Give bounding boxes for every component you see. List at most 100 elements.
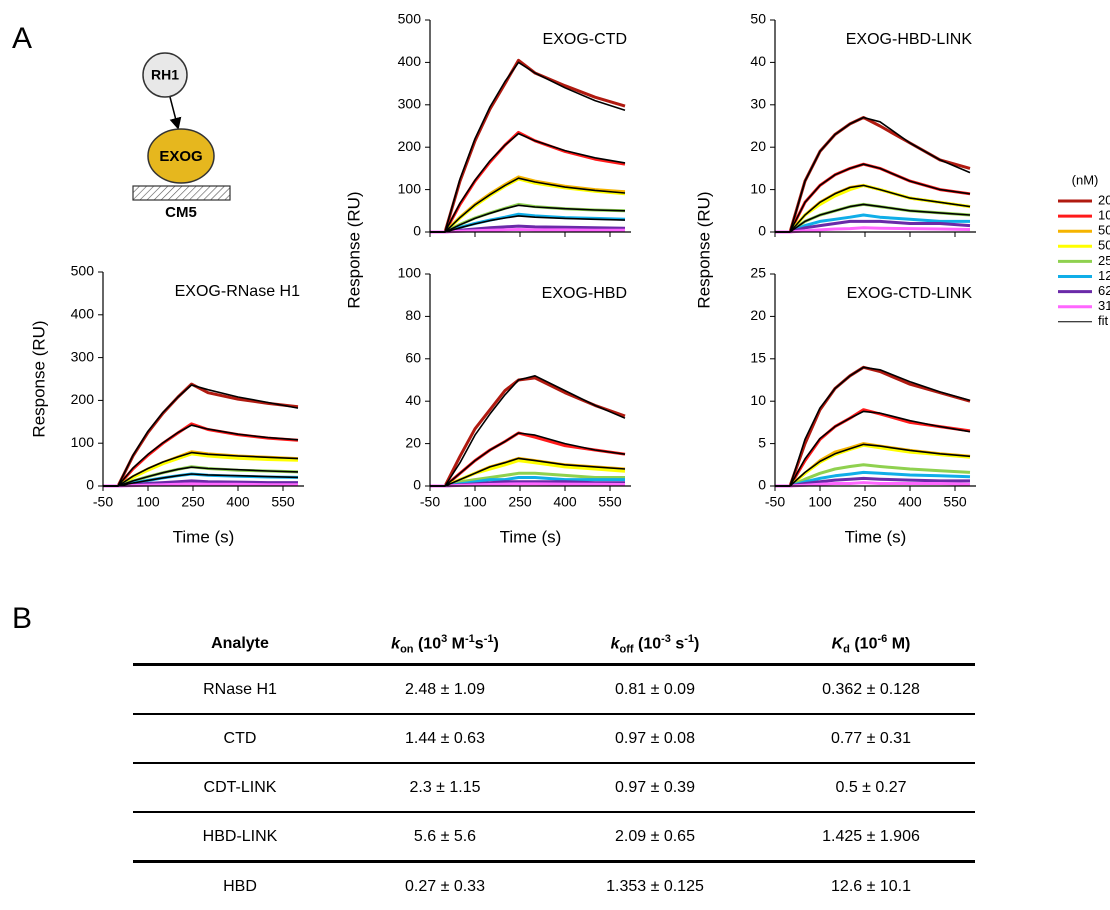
table-cell: 1.44 ± 0.63: [347, 714, 543, 763]
header-text: M: [447, 635, 465, 652]
header-cell: koff (10-3 s-1): [543, 625, 767, 665]
y-tick-label: 0: [413, 223, 421, 239]
table-cell: HBD-LINK: [133, 812, 347, 862]
header-text: ): [694, 635, 699, 652]
table-cell: 2.09 ± 0.65: [543, 812, 767, 862]
y-tick-label: 10: [750, 392, 766, 408]
x-tick-label: -50: [420, 494, 440, 510]
chart-title: EXOG-CTD: [543, 31, 627, 48]
table-cell: 12.6 ± 10.1: [767, 862, 975, 910]
y-tick-label: 400: [71, 306, 95, 322]
y-tick-label: 30: [750, 96, 766, 112]
legend-label: 62: [1098, 283, 1110, 298]
y-tick-label: 20: [405, 434, 421, 450]
y-axis-label: Response (RU): [29, 320, 48, 437]
y-tick-label: 40: [750, 53, 766, 69]
chart-title: EXOG-HBD: [542, 285, 627, 302]
header-text: (10: [634, 635, 662, 652]
table-cell: CDT-LINK: [133, 763, 347, 812]
table-cell: 2.48 ± 1.09: [347, 665, 543, 715]
chart-title: EXOG-CTD-LINK: [847, 285, 973, 302]
x-tick-label: -50: [765, 494, 785, 510]
legend-label: 250: [1098, 253, 1110, 268]
y-tick-label: 0: [86, 477, 94, 493]
y-tick-label: 40: [405, 392, 421, 408]
arrow: [170, 97, 177, 124]
x-tick-label: 550: [598, 494, 622, 510]
header-text: k: [391, 635, 400, 652]
x-tick-label: -50: [93, 494, 113, 510]
header-text: -1: [465, 633, 475, 645]
header-text: (10: [414, 635, 442, 652]
table-cell: HBD: [133, 862, 347, 910]
legend-label: 125: [1098, 268, 1110, 283]
table-cell: 1.353 ± 0.125: [543, 862, 767, 910]
chip-label: CM5: [165, 204, 197, 221]
panel-label: B: [12, 602, 32, 635]
header-text: on: [400, 643, 413, 655]
y-tick-label: 20: [750, 307, 766, 323]
x-axis-label: Time (s): [173, 527, 235, 546]
legend-label: 31: [1098, 298, 1110, 313]
header-text: s: [475, 635, 484, 652]
y-tick-label: 15: [750, 350, 766, 366]
y-tick-label: 500: [398, 11, 422, 27]
header-text: ): [493, 635, 498, 652]
chip-surface: [133, 186, 230, 200]
y-tick-label: 0: [413, 477, 421, 493]
x-tick-label: 100: [463, 494, 487, 510]
y-axis-label: Response (RU): [344, 191, 363, 308]
table-cell: 1.425 ± 1.906: [767, 812, 975, 862]
legend-label: fit: [1098, 313, 1109, 328]
legend-label: 500: [1098, 223, 1110, 238]
x-tick-label: 250: [181, 494, 205, 510]
x-tick-label: 550: [943, 494, 967, 510]
chart-title: EXOG-HBD-LINK: [846, 31, 973, 48]
y-tick-label: 500: [71, 263, 95, 279]
header-cell: Analyte: [133, 625, 347, 665]
table-cell: 5.6 ± 5.6: [347, 812, 543, 862]
legend-label: 1000: [1098, 208, 1110, 223]
x-tick-label: 550: [271, 494, 295, 510]
legend-label: 2000: [1098, 192, 1110, 207]
y-tick-label: 60: [405, 350, 421, 366]
x-tick-label: 250: [508, 494, 532, 510]
table-cell: 0.81 ± 0.09: [543, 665, 767, 715]
y-tick-label: 0: [758, 223, 766, 239]
exog-label: EXOG: [159, 148, 202, 165]
schematic: RH1 EXOG CM5: [133, 53, 230, 221]
table-cell: 0.362 ± 0.128: [767, 665, 975, 715]
table-cell: 0.77 ± 0.31: [767, 714, 975, 763]
table-cell: 2.3 ± 1.15: [347, 763, 543, 812]
header-text: -6: [877, 633, 887, 645]
x-axis-label: Time (s): [845, 527, 907, 546]
header-cell: kon (103 M-1s-1): [347, 625, 543, 665]
y-tick-label: 200: [71, 391, 95, 407]
x-tick-label: 400: [226, 494, 250, 510]
table-cell: RNase H1: [133, 665, 347, 715]
header-cell: Kd (10-6 M): [767, 625, 975, 665]
header-text: d: [843, 643, 850, 655]
y-tick-label: 20: [750, 138, 766, 154]
y-tick-label: 200: [398, 138, 422, 154]
table-cell: 0.27 ± 0.33: [347, 862, 543, 910]
header-text: s: [671, 635, 684, 652]
y-tick-label: 400: [398, 53, 422, 69]
y-tick-label: 50: [750, 11, 766, 27]
table-cell: CTD: [133, 714, 347, 763]
y-tick-label: 25: [750, 265, 766, 281]
x-tick-label: 400: [898, 494, 922, 510]
header-text: k: [611, 635, 620, 652]
x-tick-label: 100: [136, 494, 160, 510]
table-cell: 0.97 ± 0.39: [543, 763, 767, 812]
x-tick-label: 100: [808, 494, 832, 510]
header-text: (10: [850, 635, 878, 652]
y-tick-label: 100: [398, 180, 422, 196]
